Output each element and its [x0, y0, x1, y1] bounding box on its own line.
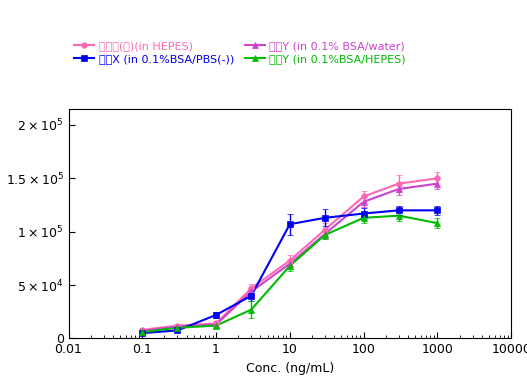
- Legend: 味の素(株)(in HEPES), 他社X (in 0.1%BSA/PBS(-)), 他社Y (in 0.1% BSA/water), 他社Y (in 0.1%: 味の素(株)(in HEPES), 他社X (in 0.1%BSA/PBS(-)…: [74, 41, 406, 64]
- X-axis label: Conc. (ng/mL): Conc. (ng/mL): [246, 362, 334, 375]
